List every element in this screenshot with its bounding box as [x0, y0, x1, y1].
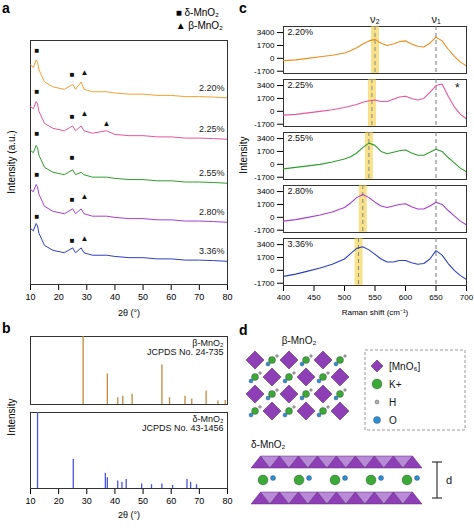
svg-text:2.55%: 2.55% [288, 133, 314, 143]
svg-text:450: 450 [307, 293, 321, 302]
svg-text:2.80%: 2.80% [288, 186, 314, 196]
svg-text:700: 700 [460, 293, 474, 302]
svg-text:d: d [446, 474, 452, 486]
svg-text:β-MnO₂: β-MnO₂ [282, 335, 317, 346]
svg-text:1700: 1700 [257, 94, 275, 103]
html-text:▲ β-MnO₂: ▲ β-MnO₂ [175, 20, 223, 31]
svg-text:O: O [389, 415, 397, 426]
svg-text:*: * [455, 81, 460, 95]
svg-text:H: H [389, 397, 396, 408]
svg-text:60: 60 [166, 292, 176, 302]
svg-text:40: 40 [110, 292, 120, 302]
svg-text:2.20%: 2.20% [199, 83, 225, 93]
svg-text:■: ■ [70, 112, 75, 121]
svg-text:80: 80 [222, 292, 232, 302]
svg-text:3400: 3400 [257, 187, 275, 196]
svg-text:-1700: -1700 [254, 120, 275, 129]
html-text:Intensity: Intensity [6, 398, 17, 436]
svg-text:500: 500 [338, 293, 352, 302]
svg-text:1700: 1700 [257, 41, 275, 50]
svg-text:■: ■ [70, 153, 75, 162]
svg-text:■: ■ [35, 87, 40, 96]
svg-text:650: 650 [429, 293, 443, 302]
svg-text:3400: 3400 [257, 134, 275, 143]
svg-text:70: 70 [194, 496, 204, 506]
svg-text:60: 60 [166, 496, 176, 506]
svg-text:0: 0 [270, 213, 275, 222]
svg-text:K+: K+ [389, 379, 402, 390]
svg-text:▲: ▲ [81, 109, 89, 118]
html-text:d: d [239, 322, 248, 338]
svg-text:δ-MnO₂: δ-MnO₂ [251, 439, 286, 450]
html-text:Intensity: Intensity [238, 136, 249, 174]
svg-text:-1700: -1700 [254, 173, 275, 182]
svg-text:3400: 3400 [257, 81, 275, 90]
html-text:c: c [239, 0, 247, 16]
svg-text:-1700: -1700 [254, 67, 275, 76]
html-text:b: b [2, 320, 11, 336]
svg-text:10: 10 [25, 496, 35, 506]
svg-text:550: 550 [368, 293, 382, 302]
svg-text:0: 0 [270, 107, 275, 116]
svg-text:40: 40 [110, 496, 120, 506]
svg-text:2.25%: 2.25% [199, 124, 225, 134]
svg-text:50: 50 [138, 292, 148, 302]
svg-text:▲: ▲ [103, 119, 111, 128]
svg-text:0: 0 [270, 54, 275, 63]
svg-text:■: ■ [35, 212, 40, 221]
svg-text:20: 20 [54, 496, 64, 506]
svg-text:■: ■ [35, 129, 40, 138]
svg-text:10: 10 [25, 292, 35, 302]
svg-text:▲: ▲ [81, 68, 89, 77]
svg-text:▲: ▲ [81, 234, 89, 243]
svg-text:1700: 1700 [257, 253, 275, 262]
html-text:■ δ-MnO₂: ■ δ-MnO₂ [175, 7, 219, 18]
svg-text:-1700: -1700 [254, 226, 275, 235]
svg-text:80: 80 [222, 496, 232, 506]
html-text:Intensity (a.u.): Intensity (a.u.) [6, 130, 17, 194]
svg-text:2.80%: 2.80% [199, 207, 225, 217]
svg-text:■: ■ [35, 170, 40, 179]
html-text:a: a [2, 0, 10, 16]
svg-text:ν₁: ν₁ [431, 13, 441, 25]
svg-text:ν₂: ν₂ [370, 13, 380, 25]
svg-text:■: ■ [70, 195, 75, 204]
svg-text:3400: 3400 [257, 240, 275, 249]
svg-text:Raman shift (cm⁻¹): Raman shift (cm⁻¹) [342, 308, 409, 317]
svg-text:1700: 1700 [257, 200, 275, 209]
svg-text:-1700: -1700 [254, 279, 275, 288]
svg-text:400: 400 [277, 293, 291, 302]
svg-text:30: 30 [82, 496, 92, 506]
svg-text:50: 50 [138, 496, 148, 506]
svg-text:β-MnO₂JCPDS No. 24-735: β-MnO₂JCPDS No. 24-735 [147, 338, 224, 357]
svg-text:▲: ▲ [81, 192, 89, 201]
svg-text:■: ■ [35, 46, 40, 55]
svg-text:0: 0 [270, 160, 275, 169]
svg-text:3.36%: 3.36% [199, 246, 225, 256]
svg-text:■: ■ [70, 236, 75, 245]
svg-text:[MnO₆]: [MnO₆] [389, 361, 420, 372]
svg-text:30: 30 [82, 292, 92, 302]
svg-text:3400: 3400 [257, 28, 275, 37]
svg-text:2.55%: 2.55% [199, 168, 225, 178]
svg-text:2θ (°): 2θ (°) [118, 510, 140, 520]
svg-text:70: 70 [194, 292, 204, 302]
svg-text:2.25%: 2.25% [288, 80, 314, 90]
svg-text:1700: 1700 [257, 147, 275, 156]
svg-text:3.36%: 3.36% [288, 239, 314, 249]
svg-text:0: 0 [270, 266, 275, 275]
svg-text:600: 600 [399, 293, 413, 302]
svg-text:■: ■ [70, 70, 75, 79]
svg-text:δ-MnO₂JCPDS No. 43-1456: δ-MnO₂JCPDS No. 43-1456 [142, 414, 224, 433]
svg-text:2θ (°): 2θ (°) [118, 308, 140, 318]
svg-text:20: 20 [54, 292, 64, 302]
svg-text:2.20%: 2.20% [288, 27, 314, 37]
